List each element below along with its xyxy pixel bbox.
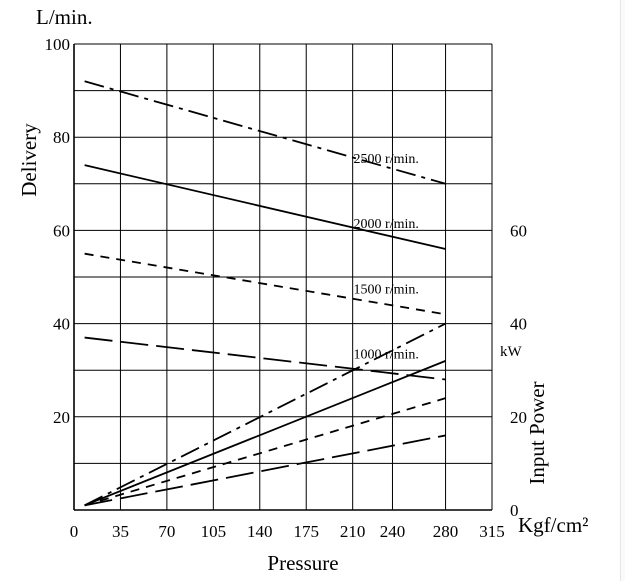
x-axis-title: Pressure (267, 551, 338, 575)
x-tick-label: 240 (380, 522, 406, 541)
x-tick-label: 0 (70, 522, 79, 541)
delivery-tick-label: 100 (45, 35, 71, 54)
delivery-unit-label: L/min. (36, 5, 93, 29)
delivery-tick-label: 40 (53, 315, 70, 334)
power-tick-label: 60 (510, 221, 527, 240)
delivery-axis-title: Delivery (17, 123, 41, 197)
x-unit-label: Kgf/cm² (518, 513, 588, 537)
power-axis-title: Input Power (525, 381, 549, 484)
x-tick-label: 280 (433, 522, 459, 541)
x-tick-label: 35 (112, 522, 129, 541)
power-tick-label: 40 (510, 315, 527, 334)
x-tick-label: 140 (247, 522, 273, 541)
x-tick-label: 70 (158, 522, 175, 541)
series-label: 1500 r/min. (354, 282, 419, 297)
power-tick-label: 0 (510, 501, 519, 520)
delivery-tick-label: 80 (53, 128, 70, 147)
x-tick-label: 210 (340, 522, 366, 541)
series-label: 2000 r/min. (354, 217, 419, 232)
delivery-series-line (84, 80, 446, 185)
x-tick-label: 175 (293, 522, 319, 541)
delivery-tick-label: 20 (53, 408, 70, 427)
power-series-line (84, 397, 446, 507)
grid-lines (73, 43, 493, 511)
x-tick-label: 315 (479, 522, 505, 541)
delivery-series-line (84, 164, 446, 250)
series-lines (84, 80, 446, 507)
delivery-series-line (84, 252, 446, 316)
window-edge (620, 0, 625, 581)
power-series-line (84, 360, 446, 507)
delivery-tick-label: 60 (53, 221, 70, 240)
series-label: 1000 r/min. (354, 348, 419, 363)
power-tick-label: 20 (510, 408, 527, 427)
power-unit-label: kW (500, 344, 523, 360)
series-label: 2500 r/min. (354, 152, 419, 167)
power-series-line (84, 434, 446, 507)
x-tick-label: 105 (201, 522, 227, 541)
delivery-series-line (84, 336, 446, 381)
power-series-line (84, 322, 446, 507)
labels: 0 35 70 105 140 175 210 240 280 315 20 40 60 80 100 0 20… (45, 35, 528, 541)
